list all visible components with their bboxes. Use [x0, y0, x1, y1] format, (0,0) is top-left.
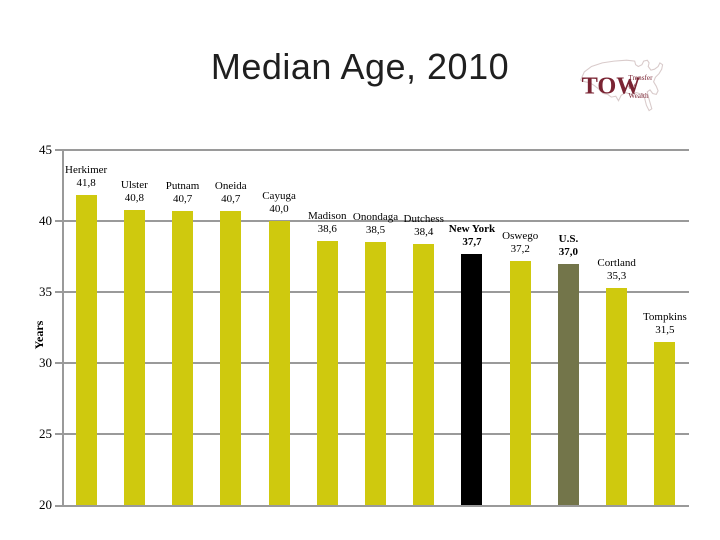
- us-map-outline-icon: TOW Transfer Of Wealth: [580, 59, 664, 112]
- bar-cortland: [606, 287, 628, 505]
- bar-tompkins: [654, 341, 676, 505]
- slide-title: Median Age, 2010: [210, 46, 510, 87]
- bar-cayuga: [268, 221, 290, 505]
- y-tick-20: [55, 505, 62, 507]
- bar-label-dutchess: Dutchess 38,4: [379, 213, 469, 239]
- bar-label-madison: Madison 38,6: [282, 210, 372, 236]
- bar-value-madison: 38,6: [317, 222, 337, 235]
- bar-value-ulster: 40,8: [124, 191, 144, 204]
- y-gridline-20: [62, 505, 689, 507]
- bar-category-oneida: Oneida: [214, 180, 247, 193]
- y-tick-40: [55, 220, 62, 222]
- bar-label-onondaga: Onondaga 38,5: [331, 211, 421, 237]
- y-tick-label-30: 30: [39, 355, 52, 370]
- bar-herkimer: [75, 195, 97, 505]
- bar-category-tompkins: Tompkins: [642, 310, 687, 323]
- logo-word-wealth: Wealth: [628, 92, 649, 100]
- y-gridline-45: [62, 149, 689, 151]
- bar-value-dutchess: 38,4: [414, 225, 434, 238]
- bar-new-york: [461, 253, 483, 505]
- tow-logo: TOW Transfer Of Wealth: [578, 53, 668, 125]
- bar-label-new-york: New York 37,7: [427, 223, 517, 249]
- bar-label-cortland: Cortland 35,3: [572, 257, 662, 283]
- bar-onondaga: [365, 242, 386, 505]
- bar-madison: [316, 240, 338, 505]
- bar-dutchess: [413, 243, 435, 505]
- y-tick-label-40: 40: [39, 213, 52, 228]
- bar-category-dutchess: Dutchess: [403, 212, 444, 225]
- bar-category-madison: Madison: [308, 209, 347, 222]
- y-axis-line: [62, 150, 64, 507]
- bar-value-cortland: 35,3: [607, 269, 627, 282]
- y-tick-30: [55, 362, 62, 364]
- plot-area: Herkimer 41,8 Ulster 40,8 Putnam 40,7 Oneida 40…: [55, 149, 689, 507]
- bar-value-oneida: 40,7: [221, 193, 241, 206]
- bar-category-cayuga: Cayuga: [262, 190, 296, 202]
- bar-value-new-york: 37,7: [462, 235, 482, 248]
- bar-value-cayuga: 40,0: [269, 203, 289, 215]
- y-tick-label-35: 35: [39, 284, 52, 299]
- logo-word-transfer: Transfer: [628, 74, 653, 82]
- logo-word-of: Of: [628, 83, 636, 91]
- bar-category-putnam: Putnam: [165, 180, 200, 193]
- y-tick-label-25: 25: [39, 426, 52, 441]
- bar-oswego: [509, 260, 531, 505]
- bar-value-tompkins: 31,5: [655, 323, 675, 336]
- y-tick-25: [55, 433, 62, 435]
- bar-label-putnam: Putnam 40,7: [138, 180, 228, 206]
- median-age-bar-chart: Years Herkimer 41,8 Ulster 40,8 Putnam 40,7 On…: [0, 140, 720, 530]
- y-tick-label-45: 45: [39, 142, 52, 157]
- y-tick-35: [55, 291, 62, 293]
- bar-category-new-york: New York: [448, 222, 496, 235]
- bar-value-oswego: 37,2: [510, 242, 530, 255]
- bar-category-oswego: Oswego: [502, 229, 539, 242]
- y-tick-label-20: 20: [39, 497, 52, 512]
- bar-value-herkimer: 41,8: [76, 177, 96, 190]
- bar-ulster: [123, 209, 145, 505]
- bar-category-ulster: Ulster: [120, 178, 148, 191]
- bar-label-u-s: U.S. 37,0: [523, 233, 613, 259]
- bar-label-oswego: Oswego 37,2: [475, 230, 565, 256]
- y-tick-45: [55, 149, 62, 151]
- bar-category-cortland: Cortland: [597, 256, 636, 269]
- bar-putnam: [172, 211, 194, 505]
- bar-label-oneida: Oneida 40,7: [186, 180, 276, 206]
- bar-category-onondaga: Onondaga: [352, 211, 399, 224]
- bar-oneida: [220, 211, 242, 505]
- y-axis-title: Years: [31, 320, 46, 350]
- bar-label-cayuga: Cayuga 40,0: [234, 190, 324, 216]
- bar-label-tompkins: Tompkins 31,5: [620, 311, 710, 337]
- bar-value-u-s: 37,0: [558, 245, 579, 258]
- bar-label-herkimer: Herkimer 41,8: [41, 164, 131, 190]
- bar-value-onondaga: 38,5: [365, 224, 386, 237]
- bar-value-putnam: 40,7: [172, 193, 193, 206]
- bar-label-ulster: Ulster 40,8: [89, 179, 179, 205]
- bar-category-herkimer: Herkimer: [65, 164, 108, 177]
- logo-acronym: TOW: [582, 73, 641, 100]
- bar-category-u-s: U.S.: [558, 232, 579, 245]
- bar-u-s: [557, 263, 579, 505]
- y-gridline-40: [62, 220, 689, 222]
